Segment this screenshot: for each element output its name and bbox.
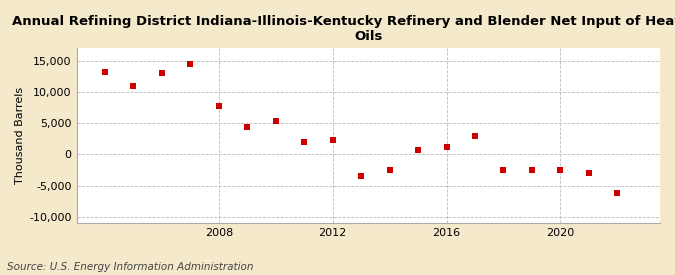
Point <box>526 168 537 172</box>
Point <box>157 71 167 76</box>
Point <box>555 168 566 172</box>
Point <box>412 148 423 152</box>
Point <box>583 171 594 175</box>
Point <box>185 62 196 66</box>
Point <box>384 168 395 172</box>
Point <box>100 70 111 74</box>
Point <box>242 125 252 129</box>
Point <box>356 174 367 178</box>
Point <box>441 145 452 149</box>
Point <box>271 119 281 123</box>
Point <box>327 138 338 142</box>
Point <box>498 168 509 172</box>
Point <box>213 104 224 108</box>
Point <box>470 134 481 138</box>
Title: Annual Refining District Indiana-Illinois-Kentucky Refinery and Blender Net Inpu: Annual Refining District Indiana-Illinoi… <box>12 15 675 43</box>
Point <box>612 191 623 195</box>
Y-axis label: Thousand Barrels: Thousand Barrels <box>15 87 25 184</box>
Point <box>128 84 139 88</box>
Text: Source: U.S. Energy Information Administration: Source: U.S. Energy Information Administ… <box>7 262 253 272</box>
Point <box>299 140 310 144</box>
